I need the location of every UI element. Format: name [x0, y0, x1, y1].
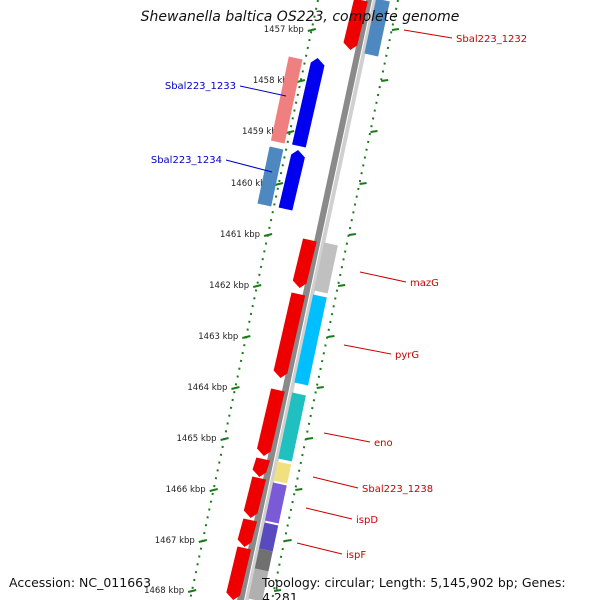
gene-label[interactable]: eno	[374, 438, 393, 449]
inner-tick-mark	[391, 28, 400, 31]
gene-label-leader	[312, 476, 359, 489]
gene-feature-ispd-match	[264, 482, 287, 524]
tick-label: 1464 kbp	[187, 383, 227, 393]
gene-feature-next	[226, 546, 252, 600]
tick-layer: 1457 kbp 1458 kbp 1459 kbp 1460 kbp 1461 kbp…	[144, 25, 400, 596]
tick-label: 1466 kbp	[166, 485, 206, 495]
gene-label-leader	[296, 542, 343, 555]
gene-feature-ispf	[237, 518, 258, 547]
gene-feature-next-match-1	[254, 548, 273, 572]
gene-label-leader	[305, 507, 353, 520]
gene-label-leader	[343, 344, 392, 355]
inner-tick-mark	[381, 79, 389, 82]
gene-feature-sbal223-1232-match	[364, 0, 390, 57]
inner-tick-mark	[327, 335, 335, 338]
map-title: Shewanella baltica OS223, complete genom…	[140, 9, 460, 25]
inner-tick-mark	[295, 488, 303, 491]
tick-mark	[231, 386, 240, 390]
gene-feature-ispf-match	[259, 522, 279, 552]
tick-label: 1467 kbp	[155, 536, 195, 546]
tick-mark	[263, 233, 273, 237]
tick-mark	[252, 284, 262, 288]
gene-feature-sbal223-1233	[292, 58, 325, 148]
gene-feature-sbal223-1233-match	[270, 56, 303, 144]
topology-text: Topology: circular; Length: 5,145,902 bp…	[262, 575, 566, 600]
gene-feature-eno-match	[278, 392, 306, 462]
tick-mark	[274, 182, 284, 186]
gene-label-leader	[225, 159, 273, 173]
gene-label[interactable]: mazG	[410, 278, 439, 289]
tick-mark	[307, 28, 317, 32]
gene-label[interactable]: ispD	[356, 515, 378, 526]
gene-label-leader	[239, 85, 287, 97]
tick-mark	[296, 79, 306, 83]
gene-feature-mazg	[292, 238, 317, 288]
gene-feature-ispd	[243, 476, 267, 518]
gene-label[interactable]: ispF	[346, 550, 366, 561]
inner-tick-mark	[370, 130, 378, 133]
tick-label: 1458 kbp	[253, 76, 293, 86]
gene-label-leader	[323, 432, 371, 443]
tick-mark	[220, 437, 229, 441]
gene-feature-pyrg-match	[294, 294, 327, 386]
tick-label: 1459 kbp	[242, 127, 282, 137]
tick-label: 1460 kbp	[231, 179, 271, 189]
inner-tick-mark	[359, 182, 367, 185]
tick-mark	[242, 335, 251, 339]
inner-tick-mark	[305, 437, 314, 440]
gene-label[interactable]: Sbal223_1233	[165, 81, 236, 92]
tick-mark	[198, 539, 208, 543]
gene-label[interactable]: Sbal223_1234	[151, 155, 222, 166]
gene-label[interactable]: Sbal223_1232	[456, 34, 527, 45]
accession-text: Accession: NC_011663	[9, 575, 152, 590]
gene-feature-sbal223-1238	[252, 457, 271, 477]
feature-layer	[226, 0, 390, 600]
gene-label[interactable]: Sbal223_1238	[362, 484, 433, 495]
inner-tick-mark	[273, 589, 282, 592]
gene-feature-next-match-2	[248, 568, 269, 600]
tick-label: 1461 kbp	[220, 230, 260, 240]
tick-label: 1463 kbp	[198, 332, 238, 342]
inner-tick-mark	[316, 386, 324, 389]
gene-label-layer: Sbal223_1232 Sbal223_1233 Sbal223_1234 mazG…	[151, 29, 527, 561]
genome-backbone-highlight	[245, 0, 377, 600]
inner-tick-mark	[284, 539, 292, 542]
tick-label: 1465 kbp	[177, 434, 217, 444]
gene-label-leader	[359, 271, 407, 283]
gene-label[interactable]: pyrG	[395, 350, 419, 361]
gene-feature-sbal223-1234	[278, 150, 305, 211]
gene-feature-sbal223-1234-match	[257, 146, 284, 207]
gene-feature-pyrg	[273, 292, 306, 378]
gene-feature-mazg-match	[313, 242, 338, 294]
inner-tick-mark	[338, 284, 346, 287]
tick-mark	[187, 589, 197, 593]
tick-label: 1468 kbp	[144, 586, 184, 596]
tick-label: 1462 kbp	[209, 281, 249, 291]
tick-mark	[209, 488, 218, 492]
inner-tick-mark	[348, 233, 357, 236]
gene-feature-eno	[257, 388, 285, 456]
tick-label: 1457 kbp	[264, 25, 304, 35]
gene-feature-sbal223-1238-match	[273, 461, 292, 484]
gene-feature-sbal223-1232	[343, 0, 368, 50]
tick-mark	[285, 130, 295, 134]
gene-label-leader	[403, 29, 453, 39]
